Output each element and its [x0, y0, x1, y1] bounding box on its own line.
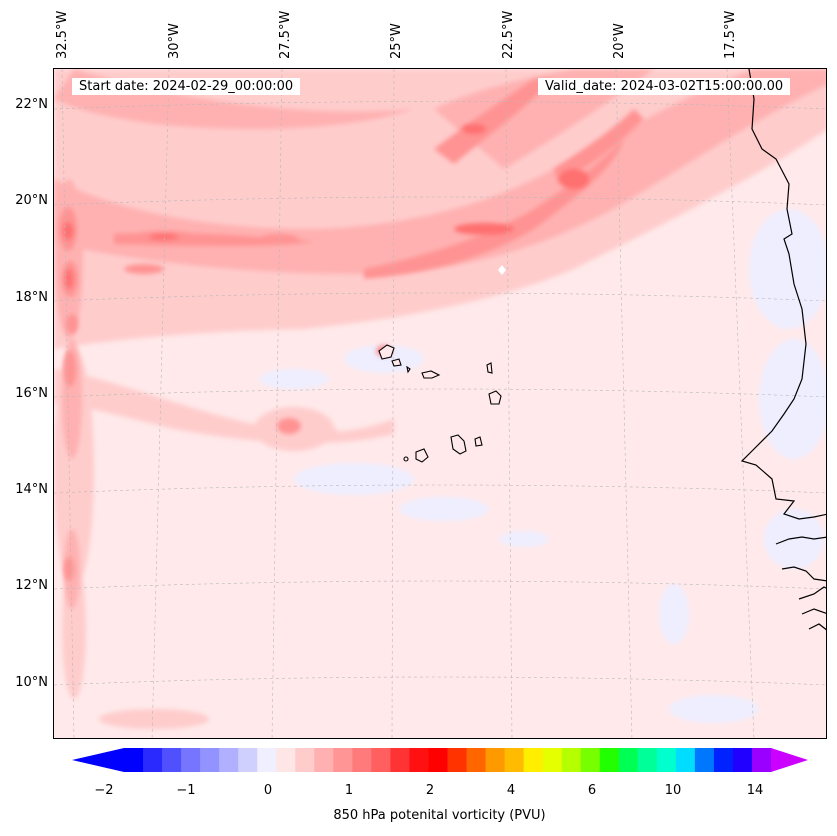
- colorbar-tick: 1: [344, 783, 354, 798]
- lat-label-12n: 12°N: [15, 578, 48, 593]
- colorbar-segment: [656, 748, 677, 772]
- colorbar-segment: [618, 748, 639, 772]
- high-pv-streaks: [59, 79, 644, 581]
- colorbar-segment: [751, 748, 772, 772]
- colorbar-segment: [561, 748, 582, 772]
- colorbar-tick: 10: [664, 783, 682, 798]
- coastline: [740, 69, 826, 631]
- lat-label-10n: 10°N: [15, 675, 48, 690]
- colorbar-segment: [333, 748, 353, 772]
- colorbar-segment: [637, 748, 658, 772]
- colorbar-segment: [447, 748, 468, 772]
- colorbar-segment: [257, 748, 277, 772]
- lat-label-20n: 20°N: [15, 193, 48, 208]
- colorbar-tick: 2: [425, 783, 435, 798]
- colorbar-segment: [314, 748, 334, 772]
- colorbar-segment: [276, 748, 296, 772]
- lat-label-14n: 14°N: [15, 482, 48, 497]
- lon-label-25w: 25°W: [389, 23, 404, 59]
- colorbar-segment: [352, 748, 372, 772]
- colorbar-segment: [200, 748, 220, 772]
- white-marker-icon: [498, 265, 506, 275]
- colorbar-segment: [409, 748, 430, 772]
- colorbar-segment: [143, 748, 163, 772]
- lat-label-18n: 18°N: [15, 290, 48, 305]
- colorbar-segments: [124, 748, 772, 772]
- lon-label-27-5w: 27.5°W: [278, 10, 293, 59]
- low-pv-bands: [54, 69, 826, 729]
- map-panel: [53, 68, 827, 739]
- lat-label-22n: 22°N: [15, 97, 48, 112]
- colorbar-tick: −1: [176, 783, 196, 798]
- colorbar: [72, 748, 808, 772]
- colorbar-segment: [390, 748, 411, 772]
- lon-label-30w: 30°W: [167, 23, 182, 59]
- lon-label-17-5w: 17.5°W: [723, 10, 738, 59]
- graticule: [54, 69, 826, 738]
- colorbar-tick: −2: [94, 783, 114, 798]
- colorbar-segment: [732, 748, 753, 772]
- colorbar-label: 850 hPa potenital vorticity (PVU): [333, 808, 546, 823]
- colorbar-segment: [295, 748, 315, 772]
- peak-pv-cores: [63, 124, 589, 289]
- colorbar-segment: [504, 748, 525, 772]
- colorbar-extend-high: [771, 748, 808, 772]
- colorbar-segment: [485, 748, 506, 772]
- colorbar-segment: [124, 748, 144, 772]
- colorbar-segment: [219, 748, 239, 772]
- colorbar-tick: 0: [263, 783, 273, 798]
- colorbar-segment: [523, 748, 544, 772]
- colorbar-segment: [466, 748, 487, 772]
- colorbar-segment: [371, 748, 392, 772]
- colorbar-tick: 6: [587, 783, 597, 798]
- colorbar-segment: [162, 748, 182, 772]
- colorbar-segment: [675, 748, 696, 772]
- cape-verde-islands: [378, 344, 502, 463]
- colorbar-segment: [580, 748, 601, 772]
- lon-label-32-5w: 32.5°W: [55, 10, 70, 59]
- colorbar-segment: [428, 748, 449, 772]
- lon-label-20w: 20°W: [612, 23, 627, 59]
- colorbar-segment: [694, 748, 715, 772]
- colorbar-segment: [713, 748, 734, 772]
- colorbar-tick: 4: [506, 783, 516, 798]
- lat-label-16n: 16°N: [15, 386, 48, 401]
- colorbar-segment: [238, 748, 258, 772]
- pv-contour-map: [54, 69, 826, 738]
- lon-label-22-5w: 22.5°W: [501, 10, 516, 59]
- valid-date-box: Valid_date: 2024-03-02T15:00:00.00: [538, 78, 791, 95]
- colorbar-extend-low: [72, 748, 124, 772]
- start-date-box: Start date: 2024-02-29_00:00:00: [72, 78, 301, 95]
- colorbar-segment: [181, 748, 201, 772]
- colorbar-segment: [542, 748, 563, 772]
- colorbar-segment: [599, 748, 620, 772]
- colorbar-tick: 14: [746, 783, 764, 798]
